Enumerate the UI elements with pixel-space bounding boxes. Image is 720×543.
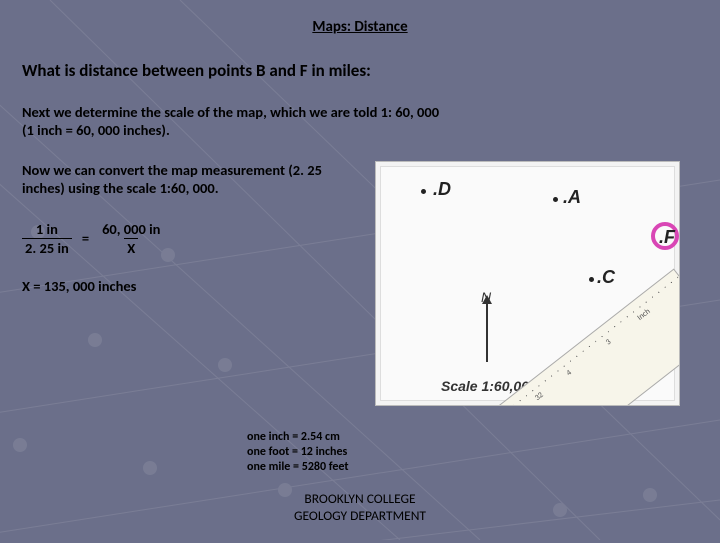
frac-right-top: 60, 000 in xyxy=(99,220,163,238)
ruler-mark: 3 xyxy=(604,337,613,347)
equals-sign: = xyxy=(82,229,89,247)
footer-credit: BROOKLYN COLLEGE GEOLOGY DEPARTMENT xyxy=(22,491,698,525)
map-figure: .D .A .F .C .E .B N Scale 1:60,000 5 32 … xyxy=(375,161,680,406)
ruler-mark: Inch xyxy=(635,307,652,323)
conv-inch-cm: one inch = 2.54 cm xyxy=(247,430,698,445)
conv-foot-inch: one foot = 12 inches xyxy=(247,445,698,460)
footer-line-1: BROOKLYN COLLEGE xyxy=(22,491,698,508)
point-c-dot xyxy=(589,277,594,282)
conv-mile-feet: one mile = 5280 feet xyxy=(247,460,698,475)
question-text: What is distance between points B and F … xyxy=(22,60,698,81)
footer-line-2: GEOLOGY DEPARTMENT xyxy=(22,508,698,525)
frac-right-bot: X xyxy=(124,238,138,257)
frac-left-bot: 2. 25 in xyxy=(22,238,72,257)
unit-conversions: one inch = 2.54 cm one foot = 12 inches … xyxy=(247,430,698,475)
scale-line-1: Next we determine the scale of the map, … xyxy=(22,103,698,121)
convert-paragraph: Now we can convert the map measurement (… xyxy=(22,161,357,197)
scale-step: Next we determine the scale of the map, … xyxy=(22,103,698,139)
point-a-label: .A xyxy=(563,187,581,208)
slide-title: Maps: Distance xyxy=(22,18,698,36)
point-c-label: .C xyxy=(597,267,615,288)
scale-line-2: (1 inch = 60, 000 inches). xyxy=(22,121,698,139)
ruler-mark: 32 xyxy=(533,390,546,403)
point-d-dot xyxy=(421,189,426,194)
point-f-label: .F xyxy=(659,227,675,248)
proportion-equation: 1 in 2. 25 in = 60, 000 in X xyxy=(22,220,357,257)
north-arrow-icon xyxy=(486,302,488,362)
frac-left-top: 1 in xyxy=(33,220,61,238)
answer-text: X = 135, 000 inches xyxy=(22,277,357,295)
point-a-dot xyxy=(553,197,558,202)
point-d-label: .D xyxy=(433,179,451,200)
ruler-mark: 4 xyxy=(564,368,573,378)
